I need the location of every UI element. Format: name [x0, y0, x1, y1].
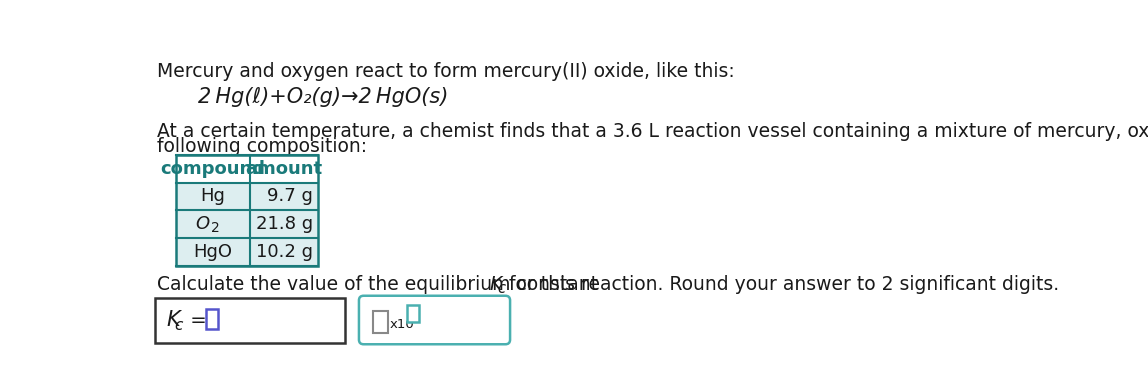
Text: O: O [195, 215, 209, 233]
Text: amount: amount [246, 160, 323, 178]
Bar [155, 298, 346, 343]
Bar [176, 238, 318, 266]
Text: At a certain temperature, a chemist finds that a 3.6 L reaction vessel containin: At a certain temperature, a chemist find… [157, 122, 1148, 141]
Bar [373, 311, 388, 333]
Text: 21.8 g: 21.8 g [256, 215, 313, 233]
Text: 2: 2 [211, 221, 220, 235]
Text: HgO: HgO [193, 243, 232, 261]
Text: compound: compound [161, 160, 265, 178]
Text: Mercury and oxygen react to form mercury(II) oxide, like this:: Mercury and oxygen react to form mercury… [157, 62, 735, 82]
Text: K: K [166, 310, 180, 330]
Bar [176, 183, 318, 210]
Bar [176, 155, 318, 266]
Bar [207, 309, 218, 329]
FancyBboxPatch shape [359, 296, 510, 344]
Text: c: c [174, 318, 183, 333]
Text: c: c [497, 281, 505, 296]
Bar [176, 210, 318, 238]
Text: 2 Hg(ℓ)+O₂(g)→2 HgO(s): 2 Hg(ℓ)+O₂(g)→2 HgO(s) [197, 87, 448, 107]
Text: following composition:: following composition: [157, 137, 367, 156]
Bar [408, 305, 419, 322]
Text: 10.2 g: 10.2 g [256, 243, 313, 261]
Text: Calculate the value of the equilibrium constant: Calculate the value of the equilibrium c… [157, 275, 605, 294]
Text: =: = [184, 311, 212, 330]
Text: for this reaction. Round your answer to 2 significant digits.: for this reaction. Round your answer to … [503, 275, 1060, 294]
Text: Hg: Hg [201, 187, 225, 205]
Text: 9.7 g: 9.7 g [267, 187, 313, 205]
Text: x10: x10 [390, 318, 414, 331]
Text: K: K [489, 275, 502, 294]
